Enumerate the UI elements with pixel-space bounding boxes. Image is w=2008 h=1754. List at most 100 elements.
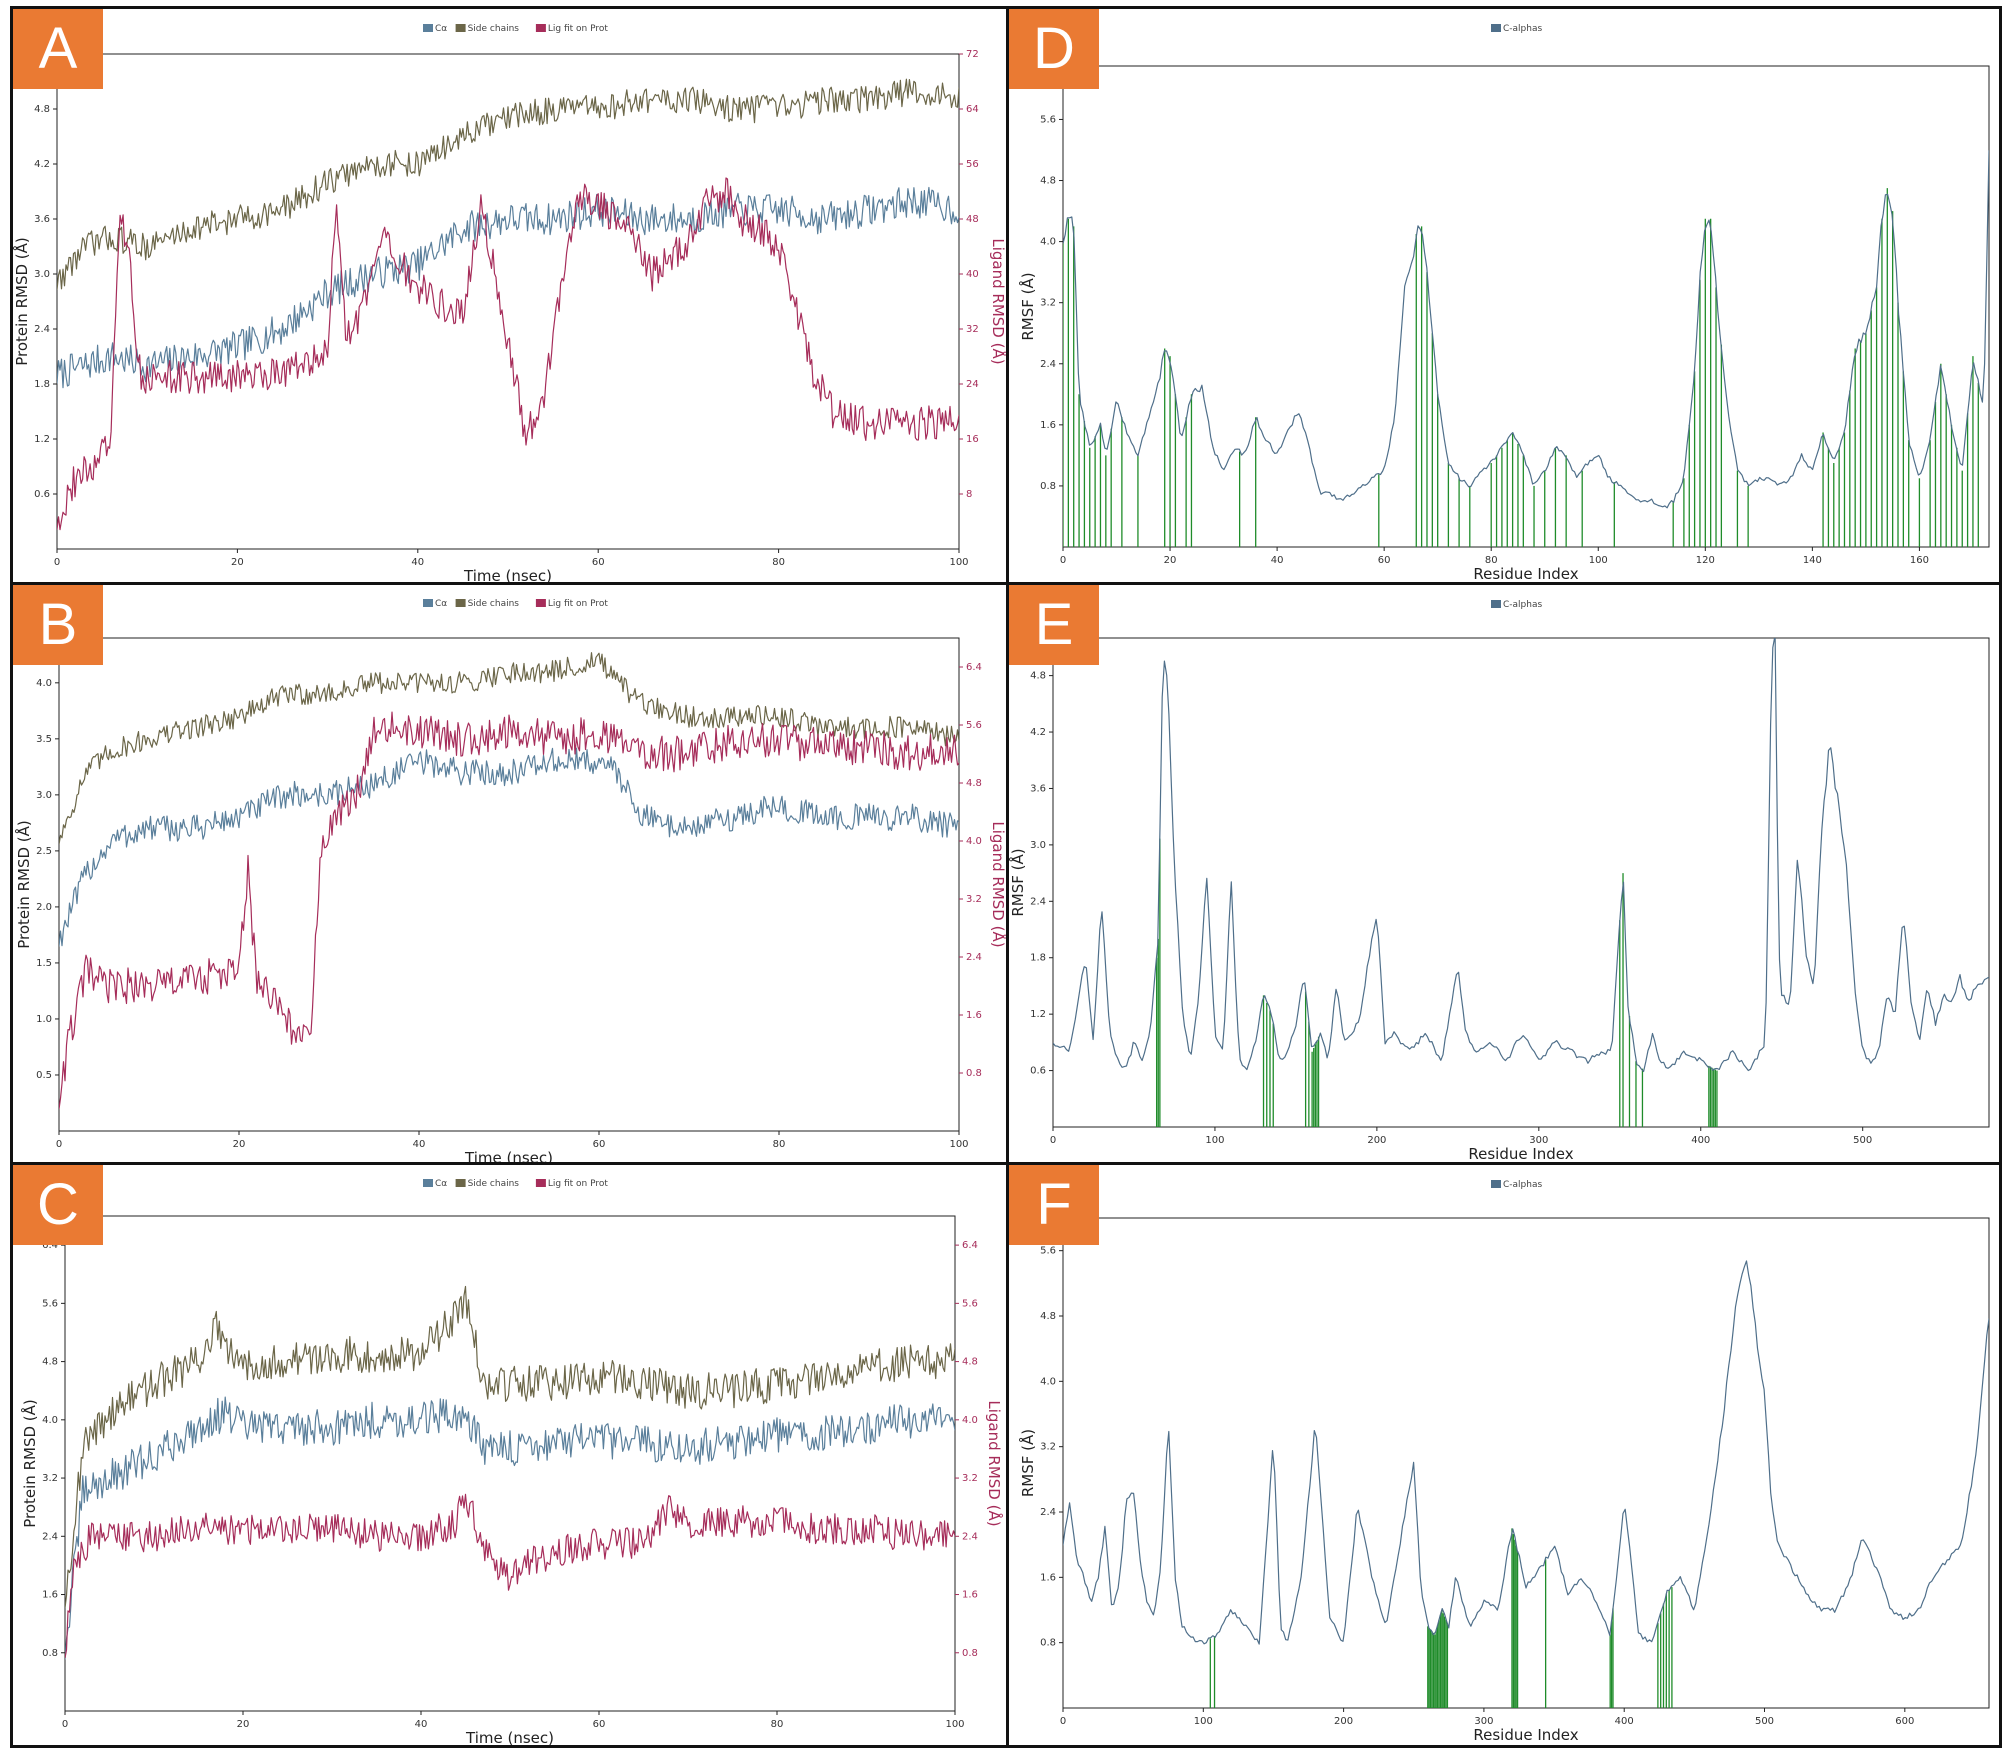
- plot-area: [1063, 150, 1989, 547]
- legend-swatch: [1491, 1180, 1501, 1188]
- x-axis-label: Residue Index: [1473, 1726, 1578, 1744]
- y-right-tick-label: 16: [966, 434, 979, 445]
- y-right-tick-label: 56: [966, 159, 979, 170]
- y-right-tick-label: 6.4: [966, 662, 982, 673]
- series-line-c-: [59, 747, 959, 947]
- legend-entry: C-alphas: [1503, 1180, 1542, 1190]
- panel-label-C: C: [13, 1165, 103, 1245]
- y-tick-label: 3.2: [1040, 298, 1056, 309]
- series-line-c-: [57, 186, 959, 389]
- y-tick-label: 4.0: [42, 1415, 58, 1426]
- y-right-tick-label: 24: [966, 379, 979, 390]
- y-tick-label: 2.5: [36, 846, 52, 857]
- x-tick-label: 40: [415, 1719, 428, 1730]
- y-tick-label: 6.4: [42, 1240, 58, 1251]
- y-tick-label: 1.8: [1030, 953, 1046, 964]
- panel-label-E: E: [1009, 585, 1099, 665]
- chart-F: 0 100 200 300 400 500 600 0.8 1.6 2.4 3.2 4.0 4.8 5.6…: [1018, 1180, 1990, 1744]
- legend: C-alphas: [1491, 600, 1542, 610]
- series-line-c-: [65, 1396, 955, 1660]
- y-tick-label: 0.8: [1040, 1638, 1056, 1649]
- x-tick-label: 60: [1378, 555, 1391, 566]
- y-tick-label: 3.0: [34, 269, 50, 280]
- legend-swatch: [455, 24, 466, 32]
- y-tick-label: 4.8: [34, 104, 50, 115]
- y-tick-label: 5.6: [1040, 114, 1056, 125]
- y-right-tick-label: 3.2: [966, 894, 982, 905]
- y-right-tick-label: 3.2: [962, 1473, 978, 1484]
- x-tick-label: 60: [592, 557, 605, 568]
- x-tick-label: 100: [945, 1719, 964, 1730]
- legend-entry: C-alphas: [1503, 600, 1542, 610]
- y-right-tick-label: 2.4: [966, 952, 982, 963]
- y-tick-label: 1.5: [36, 958, 52, 969]
- x-tick-label: 500: [1755, 1716, 1774, 1727]
- legend-entry: Cα: [435, 599, 447, 609]
- y-tick-label: 4.0: [1040, 1376, 1056, 1387]
- series-line-lig-fit-on-prot: [65, 1493, 955, 1659]
- legend-entry: Cα: [435, 24, 447, 34]
- x-tick-label: 20: [231, 557, 244, 568]
- y-right-tick-label: 0.8: [966, 1068, 982, 1079]
- x-tick-label: 80: [772, 557, 785, 568]
- x-tick-label: 100: [1205, 1135, 1224, 1146]
- x-tick-label: 20: [233, 1139, 246, 1150]
- y-right-axis-label: Ligand RMSD (Å): [985, 1400, 1004, 1526]
- plot-area: [59, 652, 959, 1110]
- y-tick-label: 3.6: [34, 214, 50, 225]
- y-tick-label: 2.4: [34, 324, 50, 335]
- x-tick-label: 80: [1485, 555, 1498, 566]
- plot-frame: [56, 53, 960, 550]
- x-tick-label: 0: [62, 1719, 68, 1730]
- legend-entry: Side chains: [468, 599, 520, 609]
- y-tick-label: 1.2: [1030, 1009, 1046, 1020]
- legend-swatch: [1491, 600, 1501, 608]
- plot-frame: [64, 1215, 956, 1712]
- x-tick-label: 200: [1367, 1135, 1386, 1146]
- y-tick-label: 3.5: [36, 734, 52, 745]
- plot-frame: [58, 637, 960, 1132]
- y-tick-label: 1.2: [34, 434, 50, 445]
- chart-C: 0 20 40 60 80 100 0.8 1.6 2.4 3.2 4.0 4.8 5.6 6.4 0.8 1…: [20, 1179, 1004, 1745]
- x-tick-label: 400: [1615, 1716, 1634, 1727]
- x-tick-label: 100: [1194, 1716, 1213, 1727]
- x-tick-label: 200: [1334, 1716, 1353, 1727]
- x-tick-label: 40: [1271, 555, 1284, 566]
- y-tick-label: 2.4: [1030, 896, 1046, 907]
- legend: Cα Side chains Lig fit on Prot: [423, 1179, 608, 1189]
- y-tick-label: 4.8: [1040, 1311, 1056, 1322]
- y-right-tick-label: 64: [966, 104, 979, 115]
- series-line-side-chains: [59, 652, 959, 845]
- plot-frame: [1052, 637, 1990, 1128]
- legend-swatch: [1491, 24, 1501, 32]
- legend-entry: Side chains: [468, 24, 520, 34]
- series-line-lig-fit-on-prot: [59, 711, 959, 1110]
- x-tick-label: 300: [1474, 1716, 1493, 1727]
- x-tick-label: 0: [54, 557, 60, 568]
- plot-frame: [1062, 1217, 1990, 1709]
- y-tick-label: 0.6: [1030, 1066, 1046, 1077]
- x-tick-label: 100: [949, 1139, 968, 1150]
- legend-swatch: [423, 1179, 433, 1187]
- y-tick-label: 0.8: [1040, 481, 1056, 492]
- y-tick-label: 2.4: [1040, 1507, 1056, 1518]
- x-tick-label: 100: [949, 557, 968, 568]
- y-tick-label: 5.6: [1040, 1246, 1056, 1257]
- y-tick-label: 2.0: [36, 902, 52, 913]
- y-tick-label: 0.5: [36, 1070, 52, 1081]
- y-tick-label: 4.8: [1040, 176, 1056, 187]
- legend: Cα Side chains Lig fit on Prot: [423, 599, 608, 609]
- x-tick-label: 0: [1060, 1716, 1066, 1727]
- y-tick-label: 1.0: [36, 1014, 52, 1025]
- y-right-tick-label: 4.8: [962, 1357, 978, 1368]
- x-tick-label: 20: [237, 1719, 250, 1730]
- panel-label-A: A: [13, 9, 103, 89]
- y-tick-label: 4.2: [1030, 727, 1046, 738]
- y-tick-label: 1.6: [1040, 1572, 1056, 1583]
- legend-entry: C-alphas: [1503, 24, 1542, 34]
- legend-swatch: [455, 1179, 466, 1187]
- x-tick-label: 80: [773, 1139, 786, 1150]
- series-line-c-alphas: [1053, 638, 1989, 1073]
- panel-label-D: D: [1009, 9, 1099, 89]
- legend: Cα Side chains Lig fit on Prot: [423, 24, 608, 34]
